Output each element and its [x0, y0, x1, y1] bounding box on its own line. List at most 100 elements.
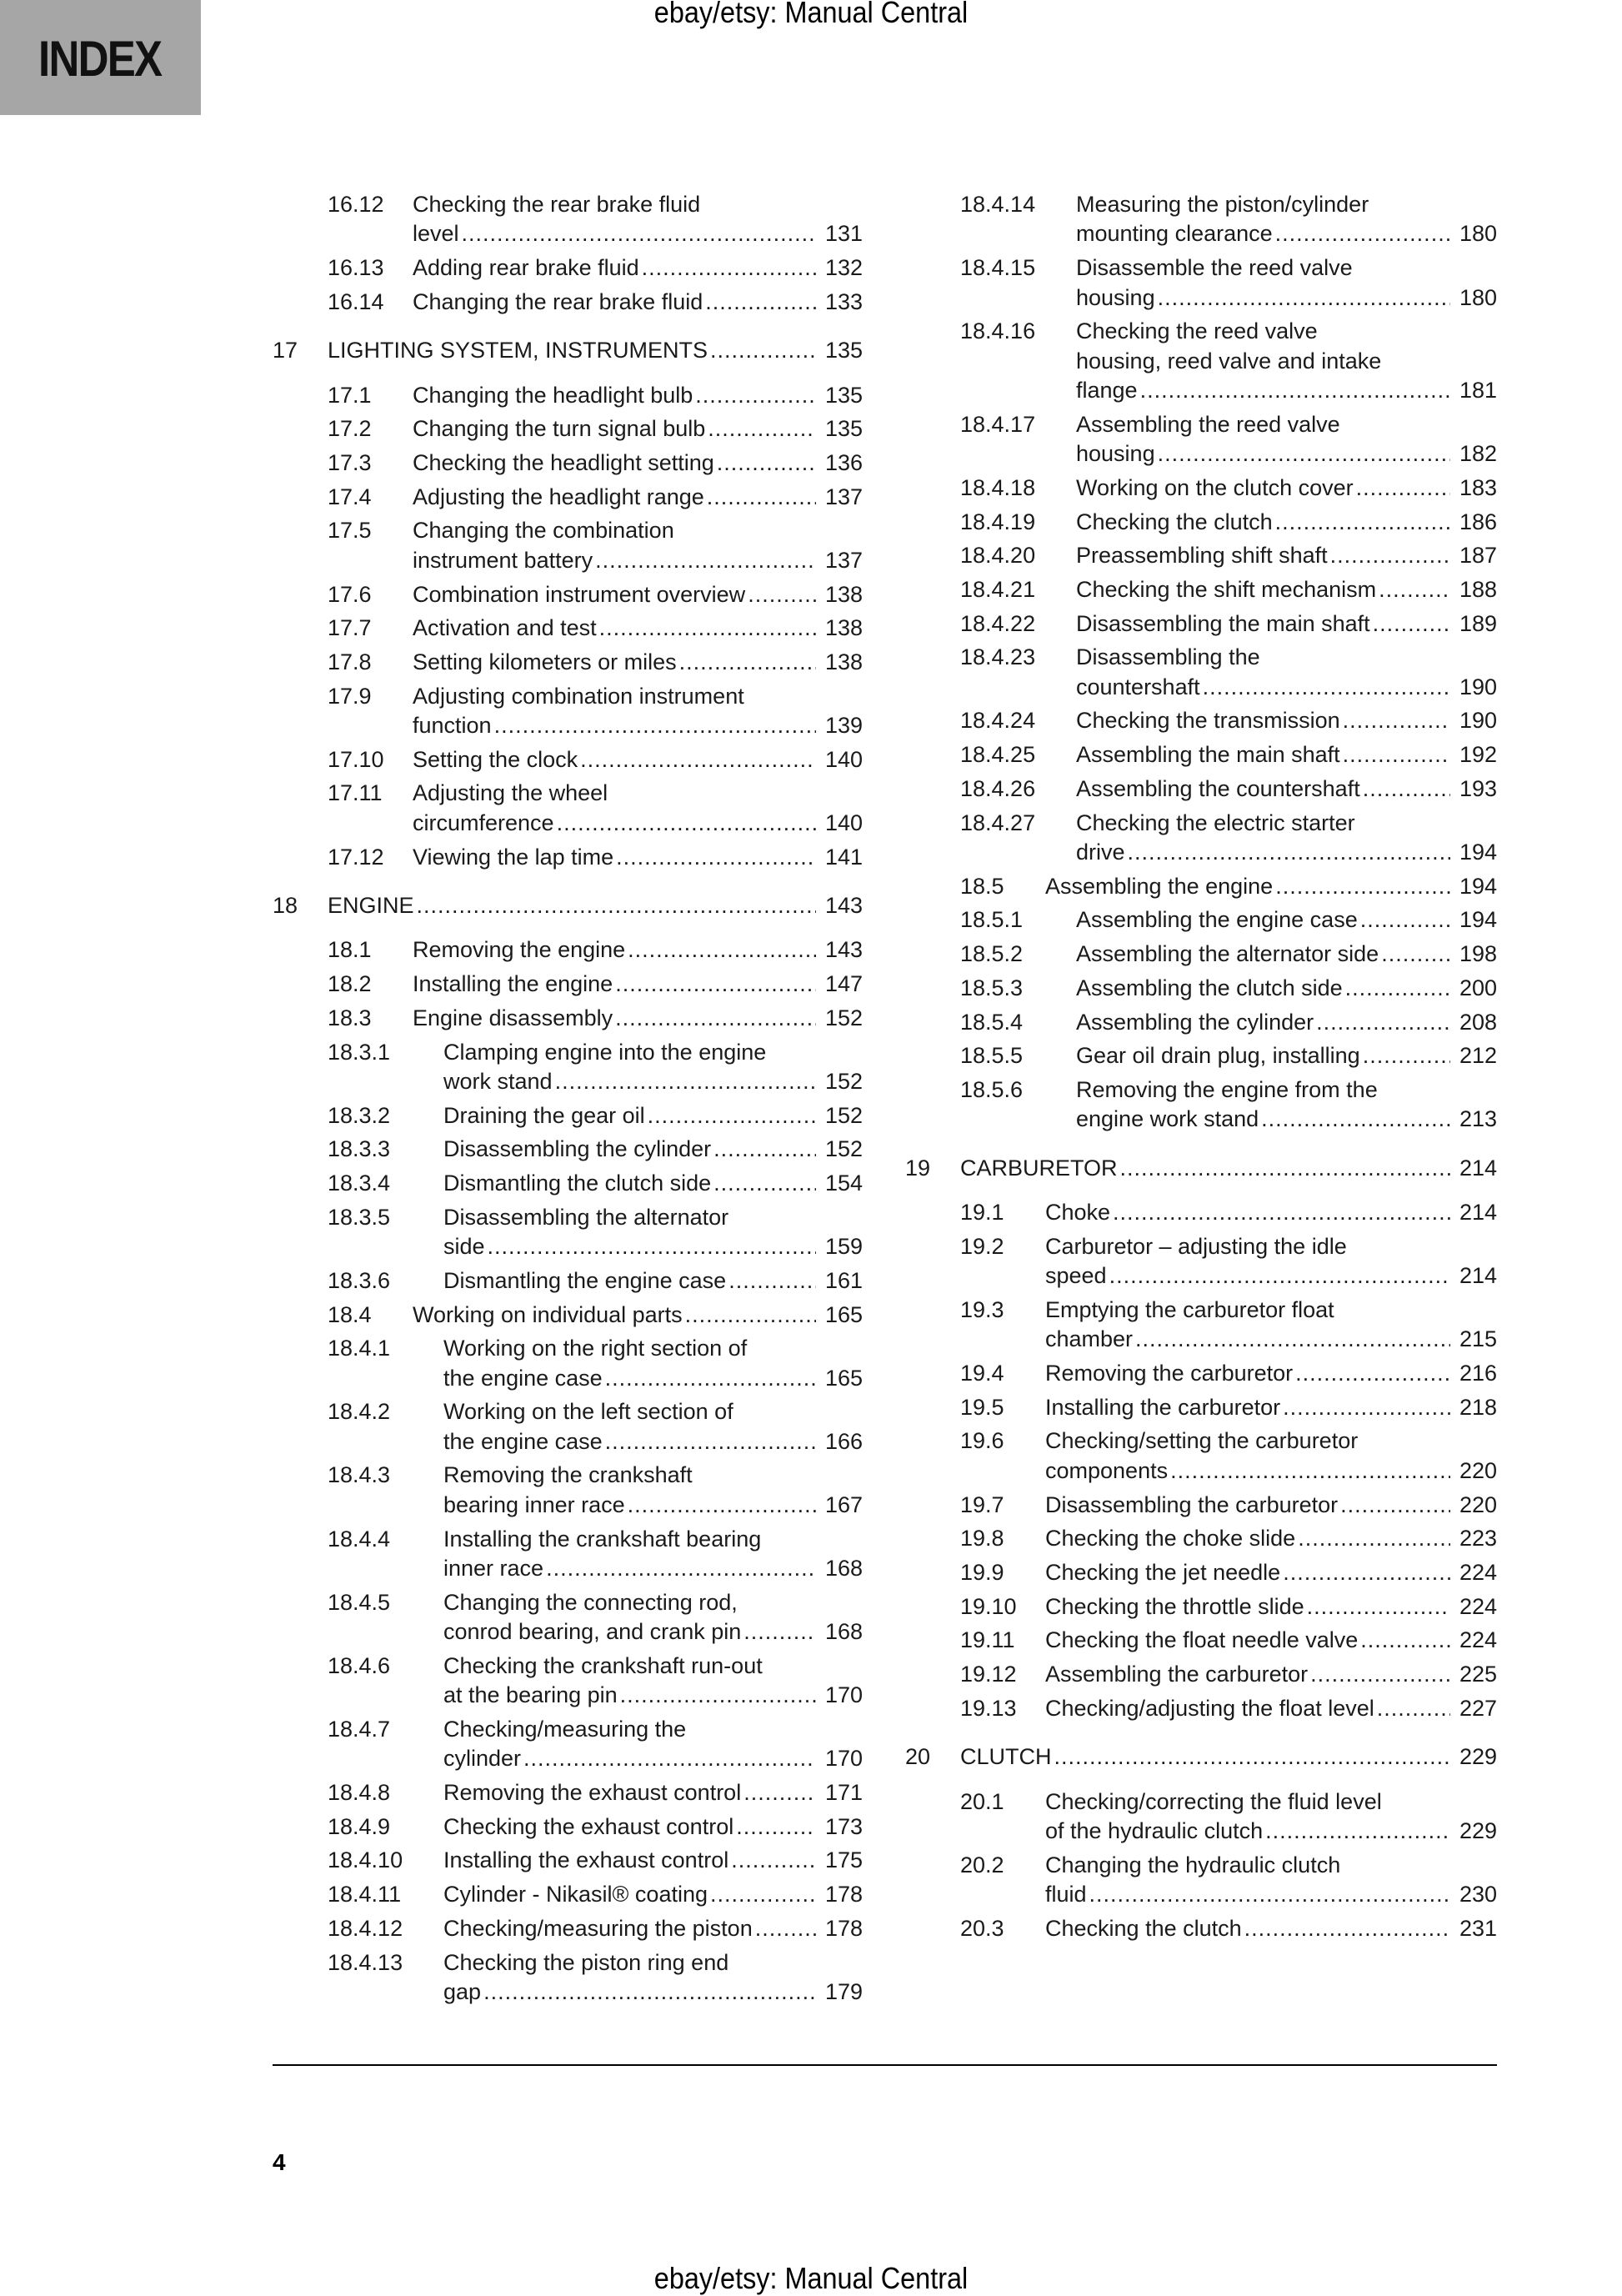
- toc-page-number[interactable]: 178: [824, 1915, 863, 1941]
- toc-page-number[interactable]: 182: [1459, 441, 1497, 467]
- toc-page-number[interactable]: 173: [824, 1813, 863, 1839]
- toc-page-number[interactable]: 131: [824, 221, 863, 247]
- toc-entry[interactable]: 18.3.4 Dismantling the clutch side 154: [273, 1169, 863, 1198]
- toc-entry[interactable]: 18.4.14 Measuring the piston/cylinder moun…: [905, 190, 1497, 249]
- toc-entry[interactable]: 18.4.20 Preassembling shift shaft 187: [905, 541, 1497, 570]
- toc-entry[interactable]: 16.13 Adding rear brake fluid 132: [273, 253, 863, 283]
- toc-entry[interactable]: 19.7 Disassembling the carburetor 220: [905, 1491, 1497, 1520]
- toc-entry[interactable]: 18.4.16 Checking the reed valve housing, r…: [905, 317, 1497, 405]
- toc-entry[interactable]: 18.4.2 Working on the left section of the …: [273, 1397, 863, 1456]
- toc-entry[interactable]: 18.4.4 Installing the crankshaft bearing i…: [273, 1525, 863, 1584]
- toc-page-number[interactable]: 229: [1459, 1818, 1497, 1843]
- toc-entry[interactable]: 19.12 Assembling the carburetor 225: [905, 1660, 1497, 1689]
- toc-entry[interactable]: 17.10 Setting the clock 140: [273, 745, 863, 775]
- toc-entry[interactable]: 18.4.8 Removing the exhaust control 171: [273, 1778, 863, 1807]
- toc-page-number[interactable]: 214: [1459, 1263, 1497, 1289]
- toc-page-number[interactable]: 188: [1459, 576, 1497, 602]
- toc-entry[interactable]: 18.4.26 Assembling the countershaft 193: [905, 775, 1497, 804]
- toc-page-number[interactable]: 135: [824, 382, 863, 408]
- toc-page-number[interactable]: 214: [1459, 1200, 1497, 1226]
- toc-page-number[interactable]: 138: [824, 615, 863, 641]
- toc-page-number[interactable]: 225: [1459, 1662, 1497, 1687]
- toc-page-number[interactable]: 224: [1459, 1559, 1497, 1585]
- toc-page-number[interactable]: 168: [824, 1619, 863, 1645]
- toc-page-number[interactable]: 215: [1459, 1326, 1497, 1352]
- toc-page-number[interactable]: 187: [1459, 543, 1497, 569]
- toc-page-number[interactable]: 152: [824, 1068, 863, 1094]
- toc-entry[interactable]: 18.3.5 Disassembling the alternator side 15…: [273, 1203, 863, 1262]
- toc-page-number[interactable]: 137: [824, 547, 863, 573]
- toc-page-number[interactable]: 231: [1459, 1915, 1497, 1941]
- toc-page-number[interactable]: 154: [824, 1171, 863, 1196]
- toc-page-number[interactable]: 170: [824, 1682, 863, 1708]
- toc-entry[interactable]: 18.4.22 Disassembling the main shaft 189: [905, 609, 1497, 639]
- toc-page-number[interactable]: 168: [824, 1555, 863, 1581]
- toc-entry[interactable]: 20.2 Changing the hydraulic clutch fluid 23…: [905, 1851, 1497, 1910]
- toc-entry[interactable]: 18.2 Installing the engine 147: [273, 970, 863, 999]
- toc-page-number[interactable]: 227: [1459, 1695, 1497, 1721]
- toc-page-number[interactable]: 190: [1459, 708, 1497, 734]
- toc-page-number[interactable]: 141: [824, 844, 863, 870]
- toc-entry[interactable]: 18.4.1 Working on the right section of the…: [273, 1334, 863, 1393]
- toc-page-number[interactable]: 140: [824, 746, 863, 772]
- toc-page-number[interactable]: 152: [824, 1005, 863, 1030]
- toc-entry[interactable]: 18.4.21 Checking the shift mechanism 188: [905, 575, 1497, 604]
- toc-page-number[interactable]: 159: [824, 1234, 863, 1260]
- toc-page-number[interactable]: 180: [1459, 221, 1497, 247]
- toc-entry[interactable]: 19.5 Installing the carburetor 218: [905, 1393, 1497, 1422]
- toc-page-number[interactable]: 139: [824, 713, 863, 739]
- toc-page-number[interactable]: 198: [1459, 941, 1497, 967]
- toc-page-number[interactable]: 152: [824, 1136, 863, 1162]
- toc-entry[interactable]: 18.4.17 Assembling the reed valve housing 1…: [905, 410, 1497, 469]
- toc-entry[interactable]: 18.3.6 Dismantling the engine case 161: [273, 1266, 863, 1296]
- toc-entry[interactable]: 20.1 Checking/correcting the fluid level o…: [905, 1787, 1497, 1847]
- toc-page-number[interactable]: 166: [824, 1428, 863, 1454]
- toc-page-number[interactable]: 143: [824, 937, 863, 963]
- toc-entry[interactable]: 18.3.3 Disassembling the cylinder 152: [273, 1135, 863, 1164]
- toc-entry[interactable]: 16.12 Checking the rear brake fluid level 1…: [273, 190, 863, 249]
- toc-entry[interactable]: 18.4.13 Checking the piston ring end gap 17…: [273, 1948, 863, 2008]
- toc-page-number[interactable]: 208: [1459, 1009, 1497, 1035]
- toc-page-number[interactable]: 175: [824, 1847, 863, 1873]
- toc-chapter-entry[interactable]: 20 CLUTCH 229: [905, 1742, 1497, 1772]
- toc-page-number[interactable]: 143: [824, 892, 863, 918]
- toc-entry[interactable]: 19.4 Removing the carburetor 216: [905, 1359, 1497, 1388]
- toc-page-number[interactable]: 218: [1459, 1394, 1497, 1420]
- toc-entry[interactable]: 19.13 Checking/adjusting the float level 2…: [905, 1694, 1497, 1723]
- toc-page-number[interactable]: 200: [1459, 975, 1497, 1000]
- toc-entry[interactable]: 20.3 Checking the clutch 231: [905, 1914, 1497, 1943]
- toc-page-number[interactable]: 165: [824, 1301, 863, 1327]
- toc-page-number[interactable]: 165: [824, 1365, 863, 1391]
- toc-entry[interactable]: 17.9 Adjusting combination instrument func…: [273, 682, 863, 741]
- toc-entry[interactable]: 18.4.7 Checking/measuring the cylinder 170: [273, 1715, 863, 1774]
- toc-entry[interactable]: 18.4.5 Changing the connecting rod, conrod…: [273, 1588, 863, 1647]
- toc-entry[interactable]: 18.5 Assembling the engine 194: [905, 872, 1497, 901]
- toc-page-number[interactable]: 138: [824, 581, 863, 607]
- toc-entry[interactable]: 18.4.24 Checking the transmission 190: [905, 706, 1497, 735]
- toc-entry[interactable]: 17.5 Changing the combination instrument b…: [273, 516, 863, 575]
- toc-page-number[interactable]: 178: [824, 1882, 863, 1907]
- toc-page-number[interactable]: 170: [824, 1746, 863, 1772]
- toc-chapter-entry[interactable]: 19 CARBURETOR 214: [905, 1154, 1497, 1183]
- toc-entry[interactable]: 17.1 Changing the headlight bulb 135: [273, 381, 863, 410]
- toc-entry[interactable]: 19.1 Choke 214: [905, 1198, 1497, 1227]
- toc-entry[interactable]: 18.4.19 Checking the clutch 186: [905, 508, 1497, 537]
- toc-entry[interactable]: 19.2 Carburetor – adjusting the idle speed…: [905, 1232, 1497, 1291]
- toc-entry[interactable]: 18.5.4 Assembling the cylinder 208: [905, 1008, 1497, 1037]
- toc-entry[interactable]: 19.6 Checking/setting the carburetor compo…: [905, 1426, 1497, 1486]
- toc-chapter-entry[interactable]: 18 ENGINE 143: [273, 891, 863, 920]
- toc-page-number[interactable]: 171: [824, 1780, 863, 1805]
- toc-page-number[interactable]: 181: [1459, 378, 1497, 404]
- toc-page-number[interactable]: 147: [824, 971, 863, 997]
- toc-page-number[interactable]: 192: [1459, 742, 1497, 768]
- toc-entry[interactable]: 18.5.3 Assembling the clutch side 200: [905, 974, 1497, 1003]
- toc-entry[interactable]: 16.14 Changing the rear brake fluid 133: [273, 288, 863, 317]
- toc-entry[interactable]: 18.4.15 Disassemble the reed valve housing…: [905, 253, 1497, 313]
- toc-entry[interactable]: 18.4.3 Removing the crankshaft bearing inn…: [273, 1461, 863, 1520]
- toc-page-number[interactable]: 189: [1459, 610, 1497, 636]
- toc-page-number[interactable]: 194: [1459, 873, 1497, 899]
- toc-entry[interactable]: 18.4.27 Checking the electric starter driv…: [905, 809, 1497, 868]
- toc-entry[interactable]: 18.5.2 Assembling the alternator side 198: [905, 940, 1497, 969]
- toc-entry[interactable]: 18.4.6 Checking the crankshaft run-out at …: [273, 1652, 863, 1711]
- toc-entry[interactable]: 18.4.23 Disassembling the countershaft 190: [905, 643, 1497, 702]
